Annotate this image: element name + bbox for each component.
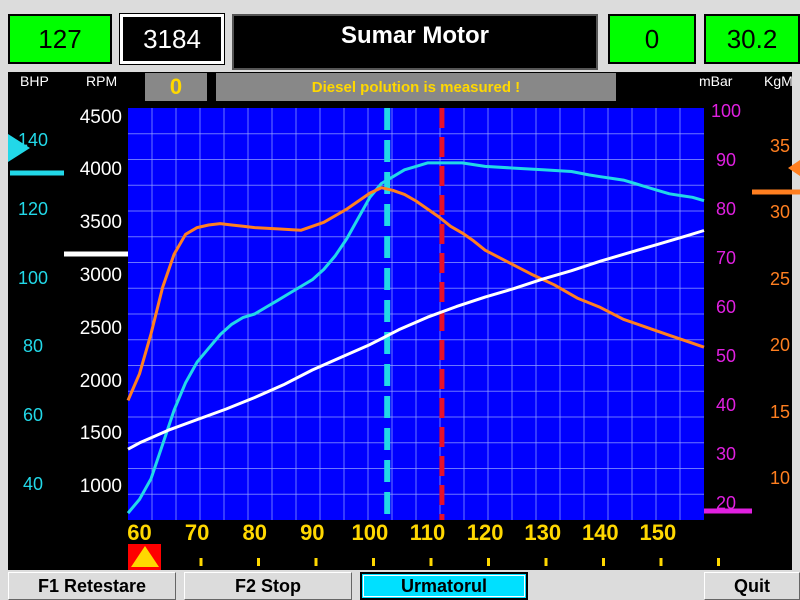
mbar-tick-label: 50 bbox=[715, 346, 737, 367]
rpm-tick-label: 4000 bbox=[79, 159, 122, 181]
x-tick-label: 120 bbox=[466, 520, 504, 545]
stop-button-label: F2 Stop bbox=[235, 575, 301, 596]
mbar-tick-label: 100 bbox=[710, 100, 742, 121]
bhp-pointer-icon bbox=[8, 134, 30, 162]
mbar-tick-label: 70 bbox=[715, 248, 737, 269]
x-tick-label: 100 bbox=[351, 520, 389, 545]
mbar-value-box: 0 bbox=[608, 14, 696, 64]
quit-button[interactable]: Quit bbox=[704, 572, 800, 600]
warning-triangle-icon bbox=[131, 546, 159, 567]
kgm-curve bbox=[126, 186, 705, 401]
bhp-value-box: 127 bbox=[8, 14, 112, 64]
chart-markers bbox=[384, 108, 445, 520]
rpm-tick-label: 3500 bbox=[79, 212, 122, 234]
rpm-tick-label: 2500 bbox=[79, 317, 122, 339]
kgm-tick-label: 30 bbox=[769, 202, 791, 223]
x-tick-label: 60 bbox=[127, 520, 152, 545]
bhp-tick-label: 40 bbox=[22, 473, 44, 494]
stop-button[interactable]: F2 Stop bbox=[184, 572, 352, 600]
kgm-axis-label: KgM bbox=[764, 73, 793, 89]
mbar-tick-label: 40 bbox=[715, 395, 737, 416]
bhp-tick-label: 140 bbox=[17, 130, 49, 151]
status-message: Diesel polution is measured ! bbox=[311, 78, 521, 96]
x-tick-label: 130 bbox=[524, 520, 562, 545]
next-button[interactable]: Urmatorul bbox=[360, 572, 528, 600]
counter-box: 0 bbox=[145, 73, 207, 101]
status-message-box: Diesel polution is measured ! bbox=[216, 73, 616, 101]
counter-value: 0 bbox=[169, 74, 183, 99]
mbar-tick-label: 90 bbox=[715, 149, 737, 170]
page-title-text: Sumar Motor bbox=[340, 22, 489, 49]
kgm-tick-label: 20 bbox=[769, 335, 791, 356]
bhp-tick-label: 60 bbox=[22, 405, 44, 425]
mbar-axis-label: mBar bbox=[699, 73, 733, 89]
rpm-curve bbox=[127, 229, 705, 451]
mbar-tick-label: 60 bbox=[715, 297, 737, 318]
mbar-value: 0 bbox=[644, 23, 660, 54]
kgm-tick-label: 10 bbox=[769, 468, 791, 489]
x-tick-label: 140 bbox=[581, 520, 619, 545]
x-tick-label: 150 bbox=[639, 520, 677, 545]
kgm-pointer-icon bbox=[788, 160, 800, 176]
kgm-tick-label: 15 bbox=[769, 401, 791, 422]
bhp-tick-label: 120 bbox=[17, 199, 49, 219]
rpm-value-box: 3184 bbox=[119, 13, 225, 65]
rpm-value: 3184 bbox=[143, 23, 201, 54]
kgm-tick-label: 35 bbox=[769, 135, 791, 156]
restart-button[interactable]: F1 Retestare bbox=[8, 572, 176, 600]
mbar-tick-label: 30 bbox=[715, 444, 737, 465]
kgm-value-box: 30.2 bbox=[704, 14, 800, 64]
axis-decorations bbox=[8, 134, 800, 570]
x-tick-label: 90 bbox=[300, 520, 325, 545]
quit-button-label: Quit bbox=[734, 575, 770, 596]
bhp-tick-label: 80 bbox=[22, 336, 44, 357]
kgm-tick-label: 25 bbox=[769, 268, 791, 289]
page-title: Sumar Motor bbox=[232, 14, 598, 70]
kgm-value: 30.2 bbox=[726, 23, 778, 54]
rpm-tick-label: 4500 bbox=[79, 106, 122, 128]
bhp-axis-label: BHP bbox=[20, 73, 49, 89]
chart-curves bbox=[126, 161, 705, 515]
x-tick-label: 80 bbox=[242, 520, 267, 545]
rpm-tick-label: 1500 bbox=[79, 423, 122, 445]
plot-grid bbox=[128, 108, 704, 520]
mbar-tick-label: 20 bbox=[715, 493, 737, 514]
mbar-tick-label: 80 bbox=[715, 199, 737, 219]
bhp-curve bbox=[126, 161, 705, 515]
next-button-label: Urmatorul bbox=[400, 575, 487, 596]
rpm-axis-label: RPM bbox=[86, 73, 118, 89]
rpm-tick-label: 2000 bbox=[79, 370, 122, 392]
x-tick-label: 110 bbox=[409, 520, 446, 545]
x-tick-label: 70 bbox=[184, 520, 210, 545]
bhp-value: 127 bbox=[38, 23, 82, 54]
rpm-tick-label: 3000 bbox=[79, 265, 122, 287]
bhp-tick-label: 100 bbox=[17, 267, 49, 288]
rpm-tick-label: 1000 bbox=[79, 476, 122, 498]
restart-button-label: F1 Retestare bbox=[37, 575, 147, 596]
